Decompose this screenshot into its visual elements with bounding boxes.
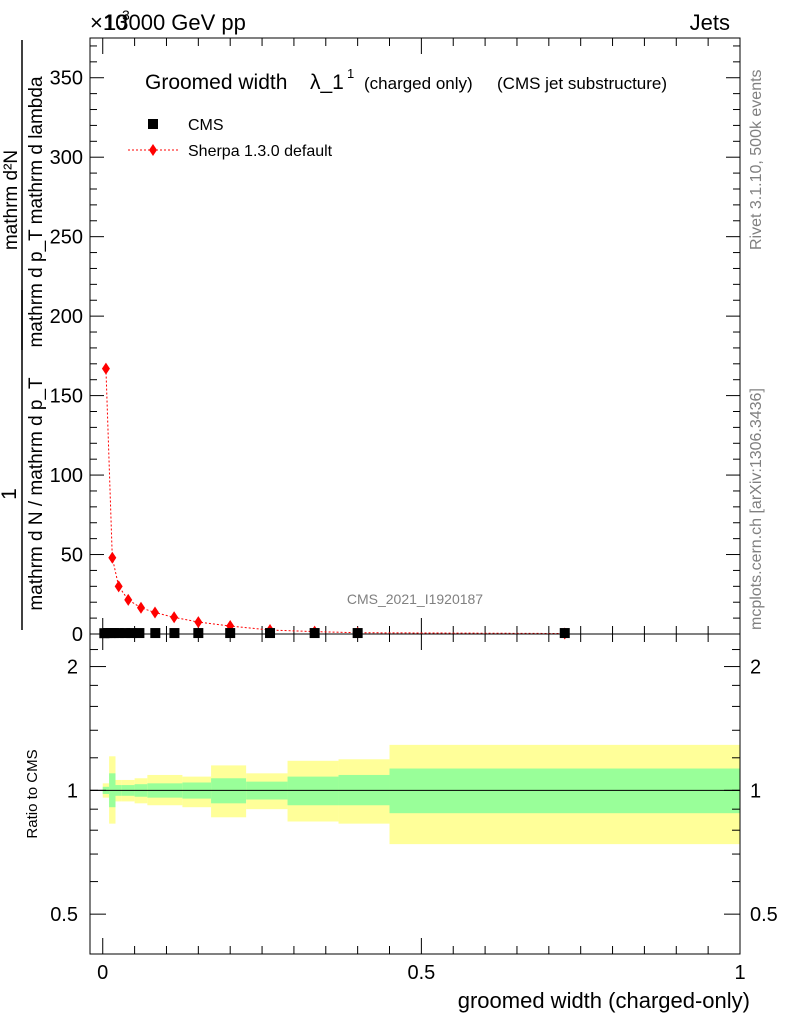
main-ytick-label: 150 [50, 386, 83, 408]
cms-point [309, 628, 320, 639]
main-ytick-label: 100 [50, 465, 83, 487]
ratio-ytick-label-right: 0.5 [750, 904, 778, 926]
main-ytick-label: 250 [50, 227, 83, 249]
cms-series [99, 628, 570, 639]
cms-point [225, 628, 236, 639]
chart-title-superscript: 1 [347, 66, 354, 81]
chart-title-suffix-1: (charged only) [364, 74, 473, 93]
legend-cms-label: CMS [188, 117, 224, 134]
legend-cms-marker [148, 119, 158, 129]
sherpa-point [124, 593, 133, 606]
ratio-plot-frame [89, 633, 741, 955]
cms-point [134, 628, 145, 639]
cms-point [169, 628, 180, 639]
legend-sherpa-marker [149, 144, 157, 156]
ratio-ytick-label-left: 1 [67, 780, 78, 802]
ratio-ytick-label-left: 2 [67, 657, 78, 679]
chart-title-symbol: λ_1 [310, 71, 344, 94]
ylabel-expr-numerator: mathrm d²N [1, 150, 22, 250]
ratio-plot-panel: 0.5 0.51 12 2 0 0.5 1 Ratio to CMS groomed wi… [24, 633, 778, 1013]
ratio-ytick-label-left: 0.5 [50, 904, 78, 926]
sherpa-point [108, 551, 117, 564]
ratio-ytick-label-right: 1 [750, 780, 761, 802]
chart-title: Groomed width [145, 71, 287, 94]
main-y-axis: 0 50 100 150 200 250 300 350 [50, 45, 740, 646]
sherpa-point [114, 580, 123, 593]
process-label: Jets [690, 10, 730, 35]
energy-label: 13000 GeV pp [104, 10, 246, 35]
cms-point [113, 628, 124, 639]
main-ytick-label: 0 [72, 624, 83, 646]
exponent-power: 3 [122, 7, 130, 23]
ylabel-frac-denominator: mathrm d N / mathrm d p_T [26, 377, 47, 611]
main-y-axis-label: 1 mathrm d N / mathrm d p_T mathrm d²N m… [0, 40, 47, 630]
cms-point [559, 628, 570, 639]
ratio-xtick-label: 1 [734, 962, 745, 984]
main-ytick-label: 200 [50, 306, 83, 328]
sherpa-point [151, 606, 159, 619]
sherpa-line [105, 368, 565, 635]
ylabel-frac-numerator: 1 [0, 488, 21, 500]
ratio-bands [102, 744, 740, 845]
ylabel-expr-denominator: mathrm d p_T mathrm d lambda [26, 76, 47, 347]
cms-point [150, 628, 161, 639]
ratio-ytick-label-right: 2 [750, 657, 761, 679]
ratio-inner-band [389, 768, 740, 814]
x-axis-label: groomed width (charged-only) [458, 988, 750, 1013]
main-ytick-label: 350 [50, 68, 83, 90]
sherpa-point [194, 616, 203, 629]
cms-point [352, 628, 363, 639]
cms-point [120, 628, 131, 639]
ratio-y-axis-label: Ratio to CMS [24, 749, 41, 838]
legend: CMS Sherpa 1.3.0 default [128, 117, 333, 160]
ratio-y-axis: 0.5 0.5 1 1 2 2 [50, 649, 778, 926]
rivet-version-label: Rivet 3.1.10, 500k events [748, 69, 765, 250]
ratio-xtick-label: 0.5 [407, 962, 435, 984]
sherpa-point [101, 362, 110, 375]
legend-sherpa-label: Sherpa 1.3.0 default [188, 143, 333, 160]
sherpa-series [101, 362, 569, 640]
ratio-xtick-label: 0 [97, 962, 108, 984]
exponent-label: ×10 [90, 10, 127, 35]
ratio-inner-band [287, 776, 339, 806]
cms-point [265, 628, 276, 639]
sherpa-point [136, 601, 145, 614]
chart-title-suffix-2: (CMS jet substructure) [497, 74, 667, 93]
sherpa-point [170, 611, 179, 624]
analysis-id-label: CMS_2021_I1920187 [347, 591, 483, 607]
cms-point [126, 628, 137, 639]
main-ytick-label: 300 [50, 147, 83, 169]
main-ytick-label: 50 [61, 545, 83, 567]
cms-point [193, 628, 204, 639]
mcplots-label: mcplots.cern.ch [arXiv:1306.3436] [748, 388, 765, 630]
ratio-x-axis: 0 0.5 1 [97, 634, 746, 984]
